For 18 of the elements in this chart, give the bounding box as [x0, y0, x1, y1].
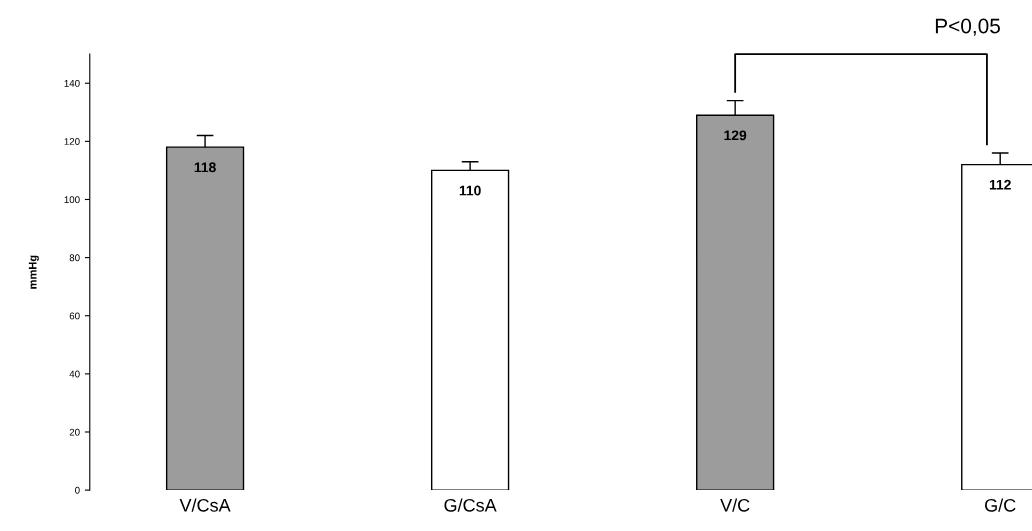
x-tick-label: G/C — [985, 498, 1016, 512]
y-tick-label: 20 — [69, 428, 80, 436]
x-tick-label: G/CsA — [444, 498, 497, 512]
y-tick-label: 120 — [64, 138, 80, 145]
y-tick-label: 100 — [64, 196, 80, 204]
data-label: 118 — [194, 162, 216, 173]
data-label: 112 — [989, 179, 1011, 190]
data-label: 110 — [459, 185, 481, 196]
text: P<0,05 — [935, 18, 1000, 36]
x-tick-label: V/CsA — [179, 498, 231, 512]
data-label: 129 — [724, 130, 747, 141]
y-tick-label: 140 — [64, 79, 80, 87]
y-tick-label: 80 — [69, 254, 80, 262]
y-tick-label: 40 — [69, 370, 80, 378]
y-tick-label: 0 — [75, 486, 80, 494]
y-axis-title: mmHg — [28, 255, 39, 289]
y-tick-label: 60 — [69, 312, 80, 320]
x-tick-label: V/C — [720, 498, 750, 512]
